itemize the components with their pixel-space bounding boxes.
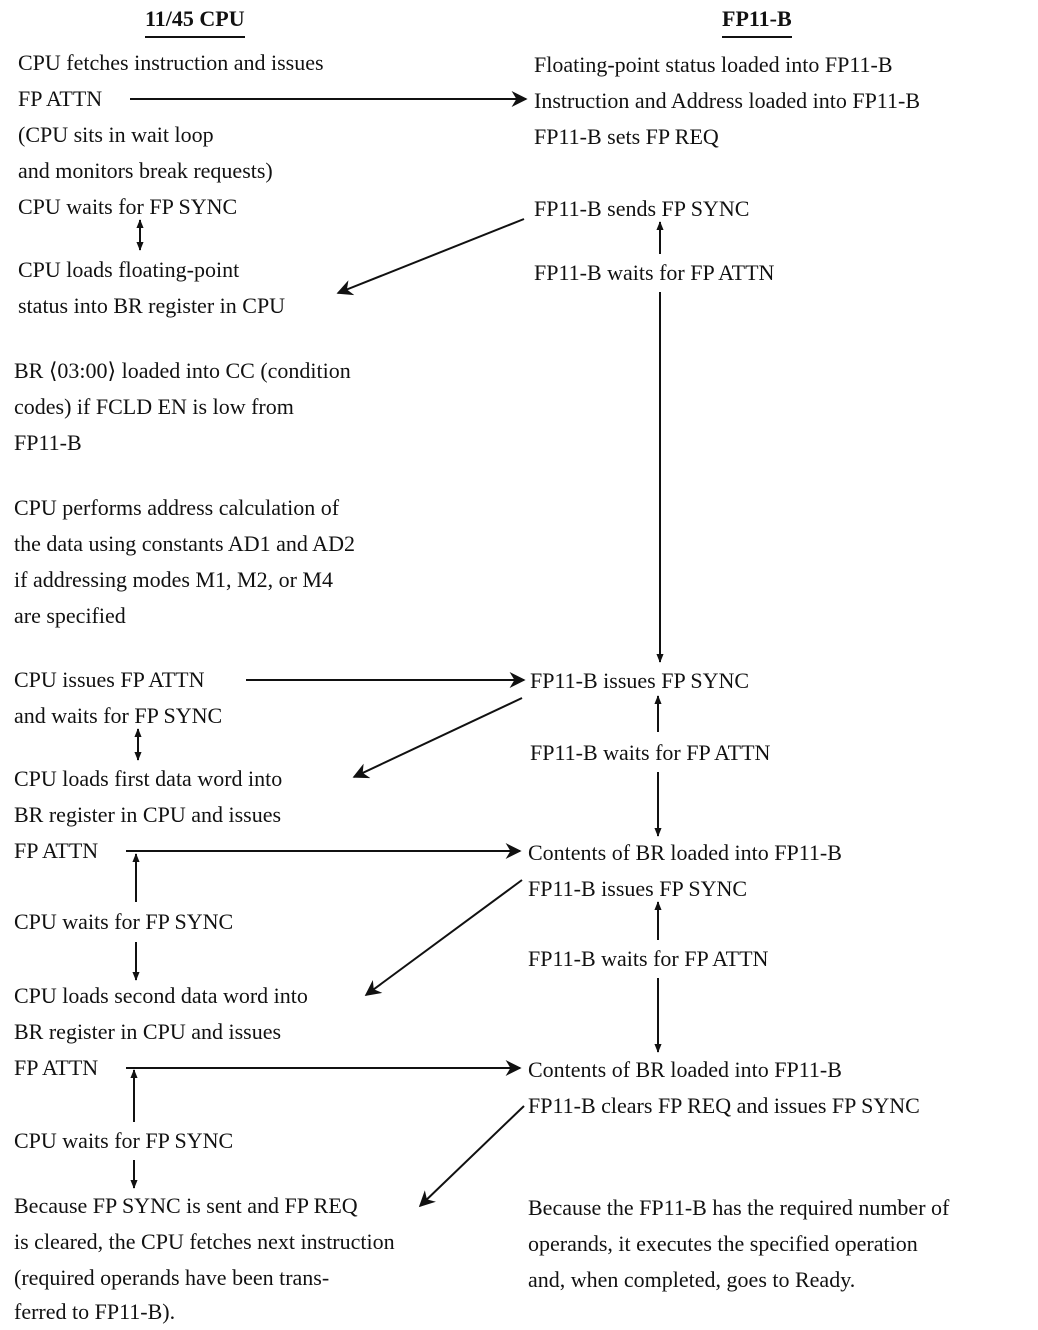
cpu-step-text: CPU loads first data word into <box>14 766 283 791</box>
arrow-fp-sync-3 <box>364 879 523 996</box>
cpu-step-text: the data using constants AD1 and AD2 <box>14 531 355 556</box>
cpu-column-header: 11/45 CPU <box>145 4 245 38</box>
cpu-step-text: status into BR register in CPU <box>18 293 286 318</box>
arrow-fp-sync-2 <box>352 697 523 779</box>
fpu-step-text: Contents of BR loaded into FP11-B <box>528 840 842 865</box>
cpu-step-text: and monitors break requests) <box>18 158 273 183</box>
fpu-step-text: FP11-B sets FP REQ <box>534 124 719 149</box>
cpu-step-text: codes) if FCLD EN is low from <box>14 394 294 419</box>
cpu-step-text: CPU waits for FP SYNC <box>14 1128 234 1153</box>
fpu-step-text: Contents of BR loaded into FP11-B <box>528 1057 842 1082</box>
cpu-step-text: is cleared, the CPU fetches next instruc… <box>14 1229 395 1254</box>
cpu-step-text: CPU issues FP ATTN <box>14 667 205 692</box>
fpu-column-header: FP11-B <box>722 4 792 38</box>
fpu-step-text: FP11-B waits for FP ATTN <box>534 260 775 285</box>
cpu-step-text: FP11-B <box>14 430 82 455</box>
cpu-step-text: (required operands have been trans- <box>14 1265 330 1290</box>
cpu-step-text: BR ⟨03:00⟩ loaded into CC (condition <box>14 358 351 383</box>
fpu-step-text: FP11-B sends FP SYNC <box>534 196 750 221</box>
cpu-step-text: CPU loads floating-point <box>18 257 240 282</box>
fpu-step-text: FP11-B waits for FP ATTN <box>528 946 769 971</box>
fpu-step-text: and, when completed, goes to Ready. <box>528 1267 856 1292</box>
cpu-step-text: (CPU sits in wait loop <box>18 122 214 147</box>
arrow-fp-sync-4 <box>418 1105 525 1208</box>
fpu-step-text: operands, it executes the specified oper… <box>528 1231 918 1256</box>
fpu-step-text: Floating-point status loaded into FP11-B <box>534 52 893 77</box>
fpu-step-text: FP11-B issues FP SYNC <box>528 876 748 901</box>
cpu-step-text: if addressing modes M1, M2, or M4 <box>14 567 333 592</box>
cpu-step-text: CPU performs address calculation of <box>14 495 340 520</box>
cpu-step-text: FP ATTN <box>14 838 99 863</box>
cpu-step-text: Because FP SYNC is sent and FP REQ <box>14 1193 358 1218</box>
cpu-step-text: ferred to FP11-B). <box>14 1299 176 1324</box>
cpu-step-text: and waits for FP SYNC <box>14 703 223 728</box>
cpu-step-text: CPU fetches instruction and issues <box>18 50 324 75</box>
cpu-step-text: are specified <box>14 603 126 628</box>
cpu-step-text: BR register in CPU and issues <box>14 1019 282 1044</box>
cpu-step-text: BR register in CPU and issues <box>14 802 282 827</box>
cpu-step-text: CPU waits for FP SYNC <box>18 194 238 219</box>
arrow-fp-sync-1 <box>336 218 525 296</box>
cpu-step-text: FP ATTN <box>18 86 103 111</box>
fpu-step-text: Because the FP11-B has the required numb… <box>528 1195 950 1220</box>
fpu-step-text: FP11-B clears FP REQ and issues FP SYNC <box>528 1093 920 1118</box>
fpu-step-text: FP11-B waits for FP ATTN <box>530 740 771 765</box>
cpu-step-text: CPU loads second data word into <box>14 983 308 1008</box>
fpu-step-text: Instruction and Address loaded into FP11… <box>534 88 920 113</box>
fpu-step-text: FP11-B issues FP SYNC <box>530 668 750 693</box>
cpu-step-text: CPU waits for FP SYNC <box>14 909 234 934</box>
cpu-step-text: FP ATTN <box>14 1055 99 1080</box>
